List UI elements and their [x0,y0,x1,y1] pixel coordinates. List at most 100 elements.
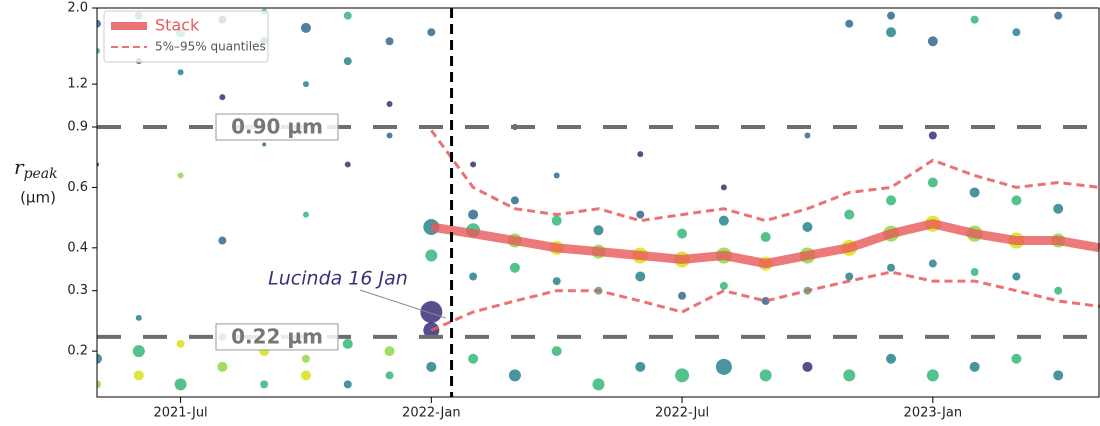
point [928,259,937,268]
x-tick-label: 2022-Jan [402,406,461,421]
point [887,11,896,20]
point [804,132,811,139]
y-tick-label: 0.6 [67,180,88,195]
point [97,47,100,54]
y-tick-label: 0.3 [67,283,88,298]
point [843,369,856,382]
point [262,142,267,147]
point [343,380,352,389]
point [420,301,443,324]
point [300,370,311,381]
point [386,101,393,108]
point [386,132,393,139]
point [468,353,479,364]
y-axis-label: rpeak [14,155,58,183]
point [678,291,687,300]
point [176,339,185,348]
point [384,346,395,357]
point [1011,353,1022,364]
y-tick-label: 1.2 [67,77,88,92]
point [177,69,184,76]
point [97,380,101,389]
point [343,57,352,66]
point [886,195,897,206]
quantile-line [430,270,1100,332]
reference-label-box [215,323,339,351]
point [718,215,729,226]
point [385,371,394,380]
point [886,353,897,364]
point [844,209,855,220]
point [219,94,226,101]
point [217,361,228,372]
point [551,215,562,226]
point [132,345,145,358]
point [301,354,310,363]
y-tick-label: 0.2 [67,344,88,359]
point [344,161,351,168]
x-tick-label: 2022-Jul [655,406,709,421]
point [719,281,728,290]
point [759,369,772,382]
point [509,262,520,273]
point [1054,286,1063,295]
x-tick-label: 2023-Jan [904,406,963,421]
point [133,370,144,381]
point [635,271,646,282]
point [592,378,605,391]
point [135,314,142,321]
point [926,369,939,382]
legend-label: Stack [155,16,200,35]
y-tick-label: 0.9 [67,119,88,134]
point [927,36,938,47]
point [468,209,479,220]
reference-label: 0.22 µm [231,324,323,348]
reference-label: 0.90 µm [231,114,323,138]
point [508,369,521,382]
point [802,222,813,233]
point [97,353,102,364]
point [97,19,101,28]
y-label-symbol: r [14,155,25,179]
point [1012,28,1021,37]
point [427,28,436,37]
point [720,184,727,191]
point [342,338,353,349]
point [470,161,477,168]
x-tick-label: 2021-Jul [153,406,207,421]
point [343,11,352,20]
point [675,368,690,383]
point [969,361,980,372]
point [425,249,438,262]
point [1053,203,1064,214]
point [635,361,646,372]
point [677,228,688,239]
point [970,15,979,24]
point [551,346,562,357]
event-label: Lucinda 16 Jan [268,268,408,290]
point [174,378,187,391]
quantile-line [430,129,1100,223]
point [1012,272,1021,281]
point [300,22,311,33]
point [927,177,938,188]
point [969,187,980,198]
point [385,37,394,46]
point [302,81,309,88]
point [260,380,269,389]
legend-label: 5%–95% quantiles [155,40,266,54]
point [845,19,854,28]
point [426,361,437,372]
point [1011,195,1022,206]
point [302,211,309,218]
point [553,172,560,179]
point [1054,11,1063,20]
annotation-leader [359,289,446,319]
stack-line [430,219,1100,269]
point [1053,370,1064,381]
point [887,263,896,272]
point [886,27,897,38]
point [715,358,732,375]
point [636,210,645,219]
